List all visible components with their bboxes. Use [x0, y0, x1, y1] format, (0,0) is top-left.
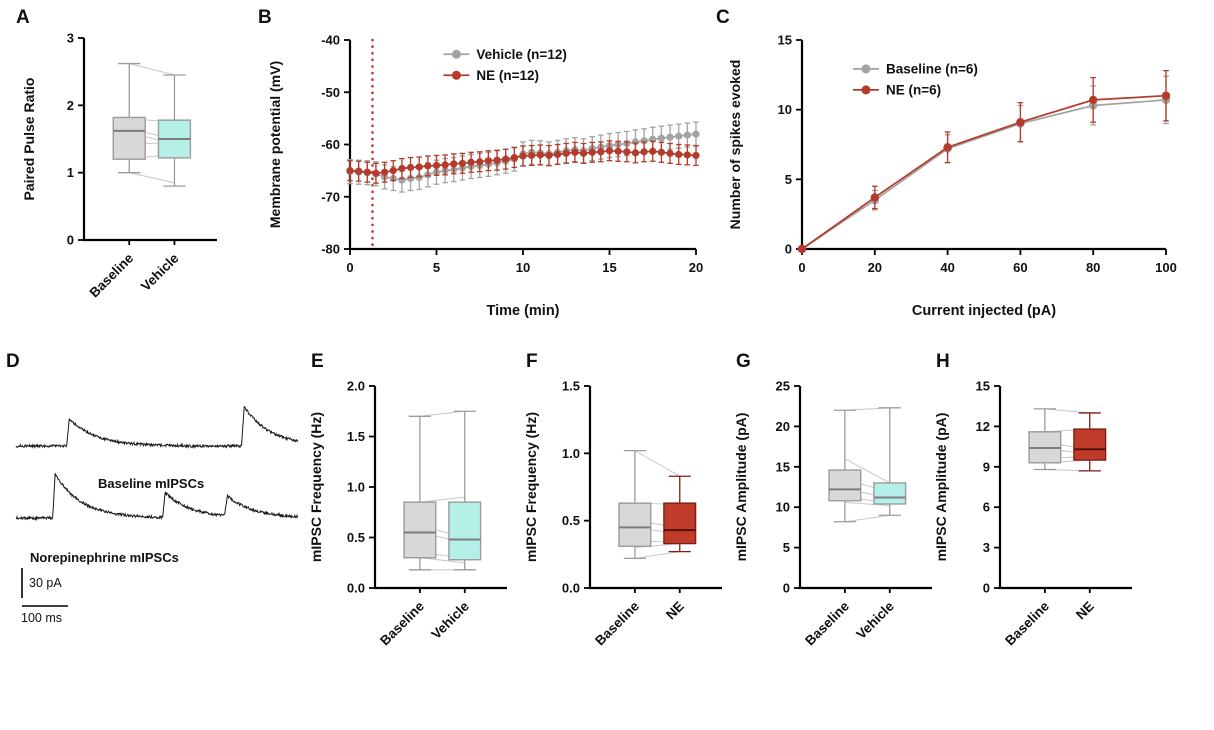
- svg-text:Vehicle: Vehicle: [853, 598, 897, 642]
- svg-text:Baseline: Baseline: [86, 250, 136, 300]
- panel-letter-a: A: [16, 7, 30, 28]
- svg-text:NE: NE: [663, 599, 687, 623]
- svg-text:15: 15: [602, 260, 616, 275]
- svg-text:15: 15: [778, 33, 792, 48]
- svg-text:Baseline: Baseline: [592, 598, 642, 648]
- svg-text:1.5: 1.5: [347, 429, 365, 444]
- panel-g-mipsc-amplitude-vehicle-boxplot: 0 5 10 15 20 25 Baseline Vehicle mIPSC Amplitude…: [733, 379, 932, 648]
- svg-text:9: 9: [983, 459, 990, 474]
- svg-text:0: 0: [346, 260, 353, 275]
- svg-text:Current injected (pA): Current injected (pA): [912, 303, 1056, 319]
- panel-letter-d: D: [6, 351, 20, 372]
- svg-text:0.5: 0.5: [562, 513, 580, 528]
- panel-letter-h: H: [936, 351, 950, 372]
- svg-text:Membrane potential (mV): Membrane potential (mV): [267, 61, 283, 228]
- svg-text:5: 5: [785, 172, 792, 187]
- svg-text:40: 40: [940, 260, 954, 275]
- svg-text:30 pA: 30 pA: [29, 576, 62, 590]
- svg-text:Baseline (n=6): Baseline (n=6): [886, 61, 978, 76]
- svg-text:0: 0: [783, 581, 790, 596]
- svg-text:NE (n=12): NE (n=12): [476, 68, 539, 83]
- svg-text:0: 0: [798, 260, 805, 275]
- svg-text:Vehicle (n=12): Vehicle (n=12): [476, 47, 566, 62]
- svg-text:3: 3: [67, 31, 74, 46]
- svg-text:-60: -60: [321, 137, 340, 152]
- panel-a-paired-pulse-boxplot: 0 1 2 3 Baseline Vehicle Paired Pulse Ratio: [21, 31, 217, 300]
- svg-text:1.0: 1.0: [562, 446, 580, 461]
- svg-text:20: 20: [776, 419, 790, 434]
- panel-b-membrane-potential-line-chart: 0 5 10 15 20 -80 -70 -60 -50 -40 Time (min) Membran…: [267, 33, 703, 320]
- svg-text:100 ms: 100 ms: [21, 611, 62, 625]
- svg-text:2: 2: [67, 98, 74, 113]
- svg-text:5: 5: [433, 260, 440, 275]
- svg-text:mIPSC Amplitude (pA): mIPSC Amplitude (pA): [933, 413, 949, 562]
- svg-text:80: 80: [1086, 260, 1100, 275]
- svg-text:2.0: 2.0: [347, 379, 365, 394]
- panel-e-mipsc-frequency-vehicle-boxplot: 0.0 0.5 1.0 1.5 2.0 Baseline Vehicle mIPSC Freq…: [308, 379, 507, 648]
- svg-text:Baseline: Baseline: [1002, 598, 1052, 648]
- svg-text:-80: -80: [321, 242, 340, 257]
- svg-text:NE: NE: [1073, 599, 1097, 623]
- svg-text:3: 3: [983, 540, 990, 555]
- svg-text:15: 15: [776, 459, 790, 474]
- svg-text:0: 0: [785, 242, 792, 257]
- panel-letter-g: G: [736, 351, 751, 372]
- svg-text:Time (min): Time (min): [486, 303, 559, 319]
- svg-text:mIPSC Frequency (Hz): mIPSC Frequency (Hz): [523, 412, 539, 562]
- svg-text:60: 60: [1013, 260, 1027, 275]
- svg-text:1.5: 1.5: [562, 379, 580, 394]
- svg-text:-50: -50: [321, 85, 340, 100]
- panel-letter-e: E: [311, 351, 324, 372]
- panel-letter-b: B: [258, 7, 272, 28]
- svg-text:-70: -70: [321, 189, 340, 204]
- svg-text:1.0: 1.0: [347, 480, 365, 495]
- svg-text:5: 5: [783, 540, 790, 555]
- svg-text:NE (n=6): NE (n=6): [886, 82, 941, 97]
- svg-text:10: 10: [516, 260, 530, 275]
- panel-letter-f: F: [526, 351, 538, 372]
- svg-text:Vehicle: Vehicle: [138, 250, 182, 294]
- panel-f-mipsc-frequency-ne-boxplot: 0.0 0.5 1.0 1.5 Baseline NE mIPSC Frequency (H…: [523, 379, 722, 648]
- svg-text:Baseline: Baseline: [377, 598, 427, 648]
- panel-c-spikes-evoked-line-chart: 0 20 40 60 80 100 0 5 10 15 Current injected (pA) N…: [727, 33, 1177, 320]
- svg-text:Number of spikes evoked: Number of spikes evoked: [727, 60, 743, 230]
- svg-text:0.0: 0.0: [562, 581, 580, 596]
- svg-text:mIPSC Amplitude (pA): mIPSC Amplitude (pA): [733, 413, 749, 562]
- svg-text:-40: -40: [321, 33, 340, 48]
- svg-text:0.5: 0.5: [347, 530, 365, 545]
- svg-text:6: 6: [983, 500, 990, 515]
- svg-text:1: 1: [67, 165, 74, 180]
- panel-letter-c: C: [716, 7, 730, 28]
- svg-text:12: 12: [976, 419, 990, 434]
- svg-text:25: 25: [776, 379, 790, 394]
- svg-text:Norepinephrine mIPSCs: Norepinephrine mIPSCs: [30, 550, 179, 565]
- svg-text:Baseline mIPSCs: Baseline mIPSCs: [98, 476, 204, 491]
- svg-text:15: 15: [976, 379, 990, 394]
- svg-text:mIPSC Frequency (Hz): mIPSC Frequency (Hz): [308, 412, 324, 562]
- svg-text:Paired Pulse Ratio: Paired Pulse Ratio: [21, 78, 37, 201]
- svg-text:100: 100: [1155, 260, 1177, 275]
- svg-text:0: 0: [983, 581, 990, 596]
- svg-text:Vehicle: Vehicle: [428, 598, 472, 642]
- svg-text:Baseline: Baseline: [802, 598, 852, 648]
- panel-d-mipsc-traces: Baseline mIPSCs Norepinephrine mIPSCs 30 p…: [15, 406, 299, 625]
- svg-text:0: 0: [67, 233, 74, 248]
- svg-text:20: 20: [868, 260, 882, 275]
- svg-text:0.0: 0.0: [347, 581, 365, 596]
- panel-h-mipsc-amplitude-ne-boxplot: 0 3 6 9 12 15 Baseline NE mIPSC Amplitude (pA): [933, 379, 1132, 648]
- svg-text:20: 20: [689, 260, 703, 275]
- svg-text:10: 10: [778, 102, 792, 117]
- svg-text:10: 10: [776, 500, 790, 515]
